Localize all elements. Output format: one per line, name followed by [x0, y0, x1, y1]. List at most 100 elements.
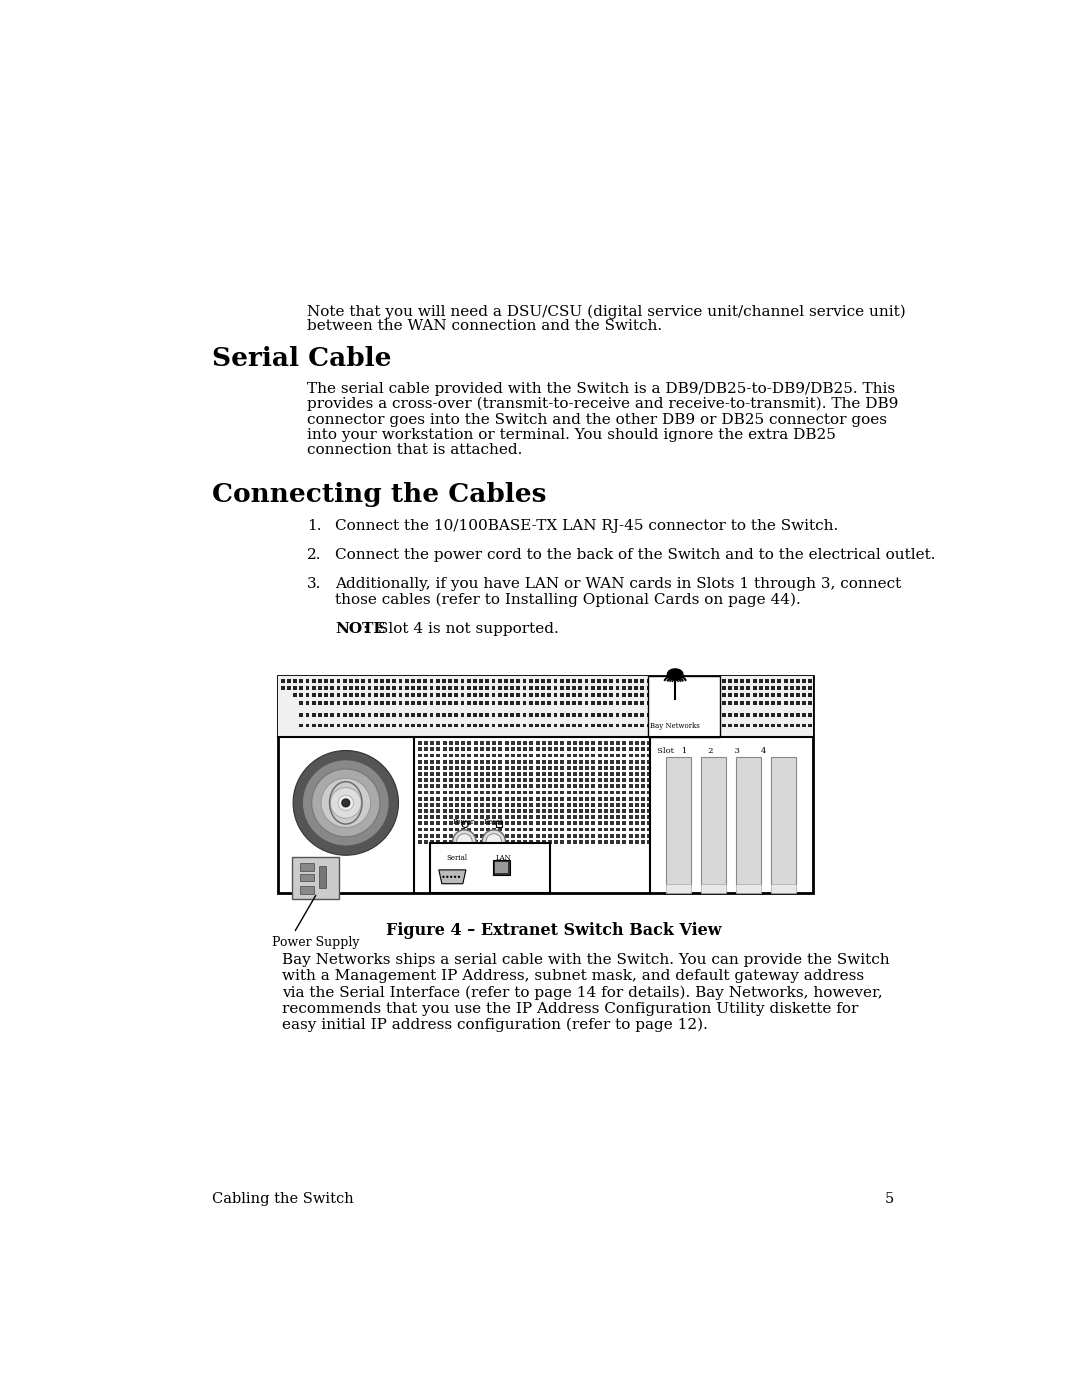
Bar [585, 760, 590, 764]
Bar [486, 778, 490, 782]
Bar [485, 679, 489, 683]
Bar [417, 724, 421, 728]
Bar [784, 724, 787, 728]
Bar [443, 840, 446, 844]
Bar [548, 724, 551, 728]
Bar [635, 796, 638, 800]
Bar [330, 693, 334, 697]
Bar [455, 809, 459, 813]
Bar [517, 784, 521, 788]
Text: Serial: Serial [446, 854, 468, 862]
Bar [740, 686, 744, 690]
Bar [392, 679, 396, 683]
Bar [486, 753, 490, 757]
Bar [418, 816, 422, 819]
Bar [499, 791, 502, 795]
Bar [635, 753, 638, 757]
Circle shape [486, 834, 501, 849]
Bar [392, 693, 396, 697]
Bar [561, 796, 565, 800]
Bar [405, 701, 408, 705]
Text: connection that is attached.: connection that is attached. [307, 443, 523, 457]
Bar [399, 712, 403, 717]
Bar [418, 827, 422, 831]
Bar [629, 766, 633, 770]
Bar [566, 724, 570, 728]
Circle shape [338, 795, 353, 810]
Bar [746, 724, 751, 728]
Bar [647, 778, 651, 782]
Bar [559, 712, 564, 717]
Bar [293, 693, 297, 697]
Bar [300, 873, 314, 882]
Bar [778, 724, 781, 728]
Bar [548, 803, 552, 806]
Bar [362, 679, 365, 683]
Text: Slot   1        2        3        4: Slot 1 2 3 4 [657, 746, 766, 754]
Bar [424, 747, 428, 752]
Bar [318, 679, 322, 683]
Bar [504, 773, 509, 775]
Polygon shape [438, 870, 465, 884]
Bar [635, 816, 638, 819]
Bar [504, 791, 509, 795]
Bar [542, 840, 545, 844]
Bar [510, 686, 514, 690]
Bar [524, 760, 527, 764]
Bar [554, 803, 558, 806]
Bar [367, 712, 372, 717]
Bar [572, 821, 577, 826]
Bar [604, 753, 608, 757]
Bar [627, 701, 632, 705]
Bar [647, 827, 651, 831]
Bar [504, 834, 509, 838]
Bar [442, 701, 446, 705]
Bar [604, 773, 608, 775]
Bar [554, 821, 558, 826]
Bar [746, 693, 751, 697]
Bar [399, 686, 403, 690]
Bar [281, 686, 284, 690]
Bar [485, 686, 489, 690]
Bar [355, 724, 359, 728]
Bar [449, 742, 453, 745]
Bar [592, 784, 595, 788]
Bar [524, 773, 527, 775]
Bar [430, 766, 434, 770]
Bar [504, 803, 509, 806]
Bar [362, 693, 365, 697]
Bar [436, 834, 441, 838]
Bar [721, 679, 726, 683]
Bar [436, 821, 441, 826]
Bar [455, 693, 458, 697]
Bar [542, 760, 545, 764]
Bar [392, 686, 396, 690]
Bar [561, 747, 565, 752]
Bar [460, 724, 464, 728]
Bar [320, 866, 326, 887]
Bar [642, 753, 645, 757]
Bar [554, 784, 558, 788]
Bar [603, 724, 607, 728]
Bar [578, 693, 582, 697]
Bar [592, 747, 595, 752]
Bar [536, 816, 540, 819]
Bar [610, 821, 613, 826]
Bar [523, 724, 526, 728]
Bar [604, 821, 608, 826]
Bar [498, 724, 501, 728]
Bar [629, 784, 633, 788]
Bar [499, 773, 502, 775]
Bar [443, 766, 446, 770]
Bar [516, 693, 521, 697]
Bar [635, 809, 638, 813]
Bar [536, 766, 540, 770]
Bar [579, 809, 583, 813]
Bar [480, 679, 483, 683]
Bar [455, 686, 458, 690]
Bar [517, 809, 521, 813]
Bar [449, 778, 453, 782]
Bar [604, 803, 608, 806]
Bar [418, 766, 422, 770]
Bar [597, 686, 600, 690]
